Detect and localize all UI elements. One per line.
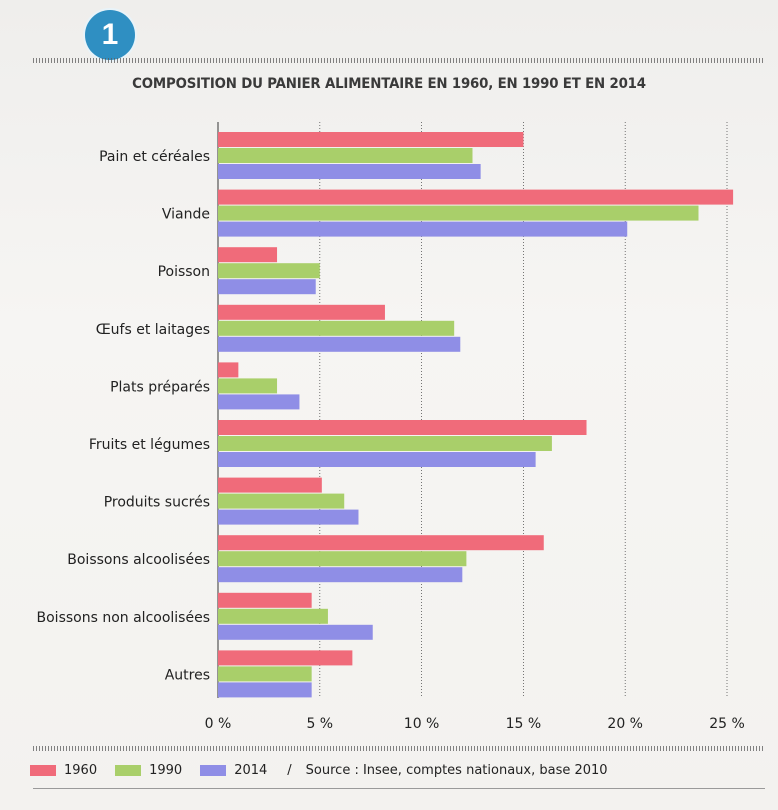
legend: 1960 1990 2014 / Source : Insee, comptes…	[30, 758, 608, 782]
bar-2014-9	[218, 682, 312, 698]
bar-1990-8	[218, 608, 328, 624]
bottom-rule	[33, 788, 765, 789]
chart-title: COMPOSITION DU PANIER ALIMENTAIRE EN 196…	[132, 76, 646, 92]
category-label-3: Œufs et laitages	[96, 322, 210, 338]
category-label-1: Viande	[162, 207, 210, 223]
bar-2014-4	[218, 394, 300, 410]
legend-separator: /	[287, 762, 292, 778]
bar-1990-3	[218, 320, 455, 336]
legend-swatch-2014	[200, 764, 227, 776]
bar-1960-3	[218, 304, 385, 320]
bar-1990-1	[218, 205, 699, 221]
bar-1960-0	[218, 132, 524, 147]
document-number-badge: 1	[85, 10, 135, 60]
legend-dotted-rule	[33, 746, 765, 751]
bar-1990-0	[218, 148, 473, 163]
category-label-7: Boissons alcoolisées	[67, 552, 210, 568]
x-tick-label-15: 15 %	[506, 716, 542, 732]
category-label-9: Autres	[165, 667, 210, 683]
x-tick-label-10: 10 %	[404, 716, 440, 732]
bar-2014-8	[218, 624, 373, 640]
bar-1990-2	[218, 263, 320, 279]
bar-2014-1	[218, 221, 628, 237]
legend-label-2014: 2014	[234, 762, 268, 778]
category-label-8: Boissons non alcoolisées	[37, 610, 210, 626]
bar-1960-4	[218, 362, 239, 378]
bar-1990-9	[218, 666, 312, 682]
bar-2014-0	[218, 164, 481, 179]
legend-label-1960: 1960	[64, 762, 98, 778]
bar-2014-6	[218, 509, 359, 525]
category-label-2: Poisson	[158, 264, 210, 280]
bar-chart: Pain et céréales Viande Poisson Œufs et lai…	[37, 122, 745, 732]
bar-1960-7	[218, 535, 544, 551]
bar-1960-6	[218, 477, 322, 493]
x-tick-label-5: 5 %	[306, 716, 333, 732]
legend-swatch-1960	[30, 764, 56, 776]
legend-label-1990: 1990	[149, 762, 183, 778]
legend-item-1990: 1990	[115, 763, 182, 778]
bar-1990-6	[218, 493, 345, 509]
x-tick-label-0: 0 %	[205, 716, 232, 732]
bar-1960-1	[218, 189, 734, 205]
bar-1990-5	[218, 436, 552, 451]
category-label-0: Pain et céréales	[99, 149, 210, 165]
bar-1960-8	[218, 592, 312, 608]
bar-1960-5	[218, 420, 587, 435]
bar-2014-5	[218, 452, 536, 467]
legend-item-1960: 1960	[30, 763, 97, 778]
bar-1960-2	[218, 247, 278, 263]
bar-2014-2	[218, 279, 316, 295]
top-dotted-rule	[33, 58, 765, 63]
category-label-5: Fruits et légumes	[89, 437, 210, 453]
bar-2014-3	[218, 336, 461, 352]
legend-item-2014: 2014	[200, 763, 267, 778]
category-label-6: Produits sucrés	[104, 495, 210, 511]
bar-1990-7	[218, 551, 467, 567]
bar-1960-9	[218, 650, 353, 666]
category-label-4: Plats préparés	[110, 379, 210, 395]
bar-1990-4	[218, 378, 278, 394]
source-note: Source : Insee, comptes nationaux, base …	[305, 762, 608, 778]
x-tick-label-20: 20 %	[607, 716, 643, 732]
x-tick-label-25: 25 %	[709, 716, 745, 732]
legend-swatch-1990	[115, 764, 142, 776]
bar-2014-7	[218, 567, 463, 583]
